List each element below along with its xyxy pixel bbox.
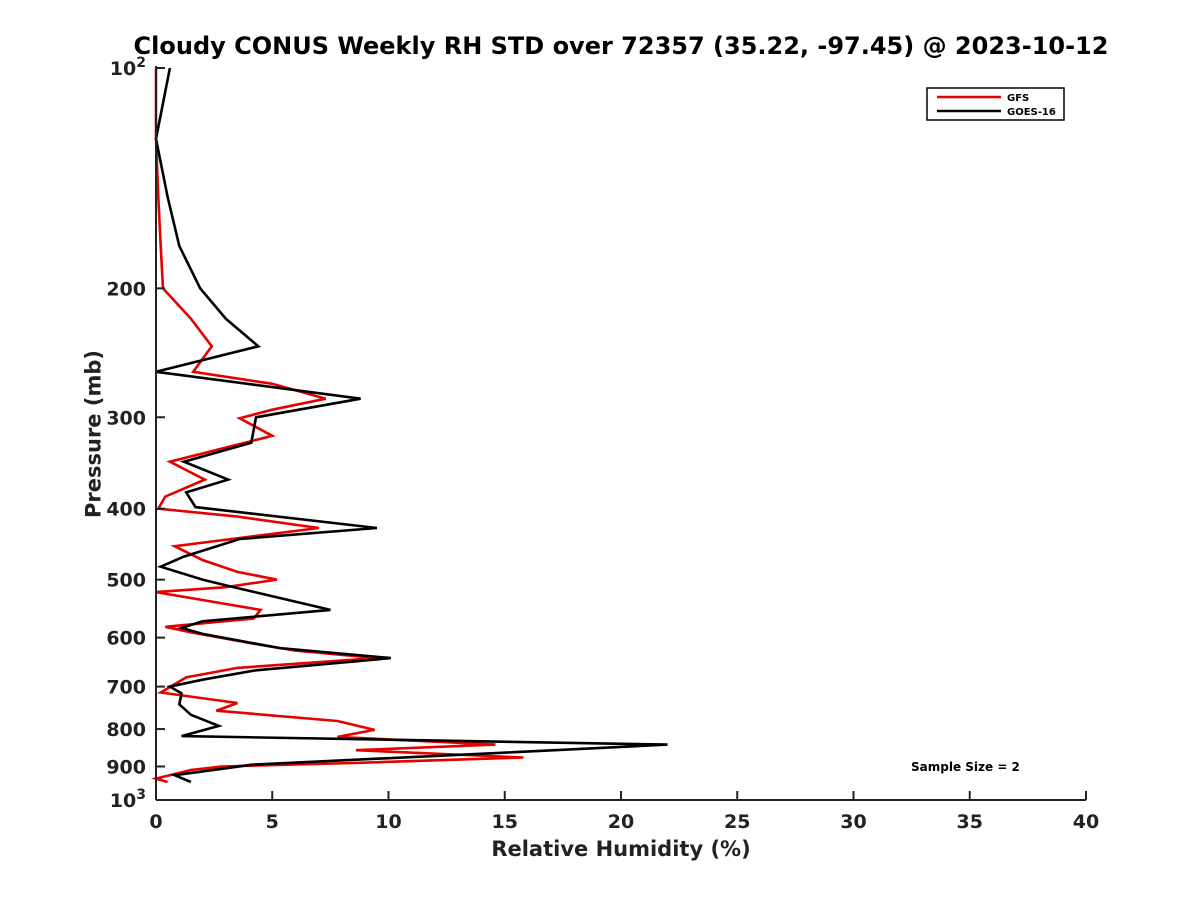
chart-title: Cloudy CONUS Weekly RH STD over 72357 (3… bbox=[134, 32, 1109, 60]
legend-box bbox=[926, 87, 1065, 121]
x-tick-label: 35 bbox=[957, 811, 983, 833]
series-line-gfs bbox=[151, 68, 524, 784]
x-tick-label: 40 bbox=[1073, 811, 1099, 833]
y-tick-label: 200 bbox=[106, 278, 146, 300]
x-tick-label: 0 bbox=[149, 811, 162, 833]
x-tick-label: 25 bbox=[724, 811, 750, 833]
legend-label-gfs: GFS bbox=[1007, 93, 1029, 104]
legend-label-goes16: GOES-16 bbox=[1007, 107, 1056, 118]
y-tick-label: 102 bbox=[110, 55, 146, 80]
y-tick-label: 800 bbox=[106, 719, 146, 741]
sample-size-annotation: Sample Size = 2 bbox=[911, 760, 1020, 774]
y-tick-label: 700 bbox=[106, 677, 146, 699]
y-tick-label: 400 bbox=[106, 499, 146, 521]
y-axis-label: Pressure (mb) bbox=[81, 350, 105, 518]
y-tick-label: 600 bbox=[106, 628, 146, 650]
x-axis-ticks: 0 5 10 15 20 25 30 35 40 bbox=[149, 791, 1099, 833]
x-tick-label: 5 bbox=[266, 811, 279, 833]
x-tick-label: 30 bbox=[840, 811, 866, 833]
x-tick-label: 20 bbox=[608, 811, 634, 833]
y-tick-label: 300 bbox=[106, 407, 146, 429]
chart-legend: GFS GOES-16 bbox=[926, 87, 1065, 121]
x-tick-label: 15 bbox=[492, 811, 518, 833]
y-tick-label: 500 bbox=[106, 570, 146, 592]
series-line-goes16 bbox=[154, 67, 668, 784]
plot-area bbox=[151, 67, 668, 784]
y-axis-ticks: 102 200 300 400 500 600 700 800 900 103 bbox=[106, 55, 165, 812]
x-tick-label: 10 bbox=[375, 811, 401, 833]
y-tick-label: 900 bbox=[106, 757, 146, 779]
x-axis-label: Relative Humidity (%) bbox=[491, 837, 750, 861]
y-tick-label: 103 bbox=[110, 787, 146, 812]
